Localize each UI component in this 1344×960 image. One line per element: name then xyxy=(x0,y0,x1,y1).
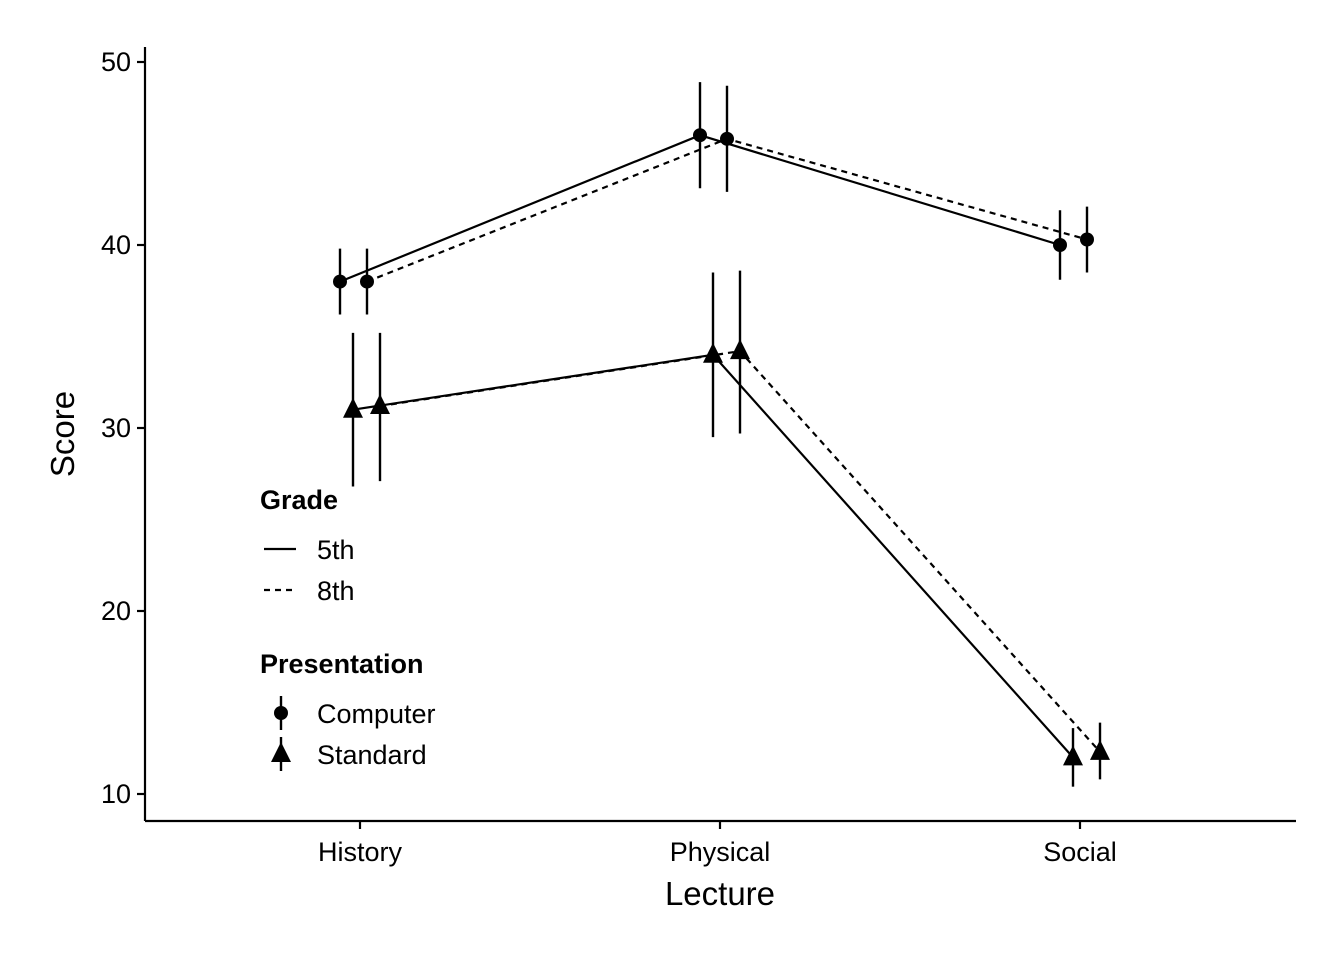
series-layer xyxy=(333,82,1110,787)
y-tick-label: 50 xyxy=(101,47,131,77)
data-point xyxy=(1080,232,1094,247)
data-point xyxy=(693,128,707,143)
x-tick-label: History xyxy=(318,837,403,867)
series-standard-8th xyxy=(370,270,1110,780)
series-computer-5th xyxy=(333,82,1067,315)
axes: 10 20 30 40 50 History Physical Social xyxy=(101,47,1296,867)
x-tick-label: Social xyxy=(1043,837,1117,867)
legend: Grade Presentation 5th 8th Computer Standar… xyxy=(260,485,436,771)
data-point xyxy=(333,274,347,289)
legend-presentation-title: Presentation xyxy=(260,649,424,679)
data-point xyxy=(1053,238,1067,252)
x-tick-label: Physical xyxy=(670,837,771,867)
data-point xyxy=(703,342,723,363)
data-point xyxy=(343,397,363,418)
data-point xyxy=(360,274,374,289)
data-point xyxy=(730,339,750,360)
legend-presentation-key xyxy=(271,742,291,762)
series-computer-8th xyxy=(360,85,1094,315)
series-standard-5th xyxy=(343,272,1083,787)
y-tick-label: 30 xyxy=(101,413,131,443)
legend-grade-label: 5th xyxy=(317,535,355,565)
legend-presentation-label: Computer xyxy=(317,699,436,729)
data-point xyxy=(1090,739,1110,760)
legend-presentation-label: Standard xyxy=(317,740,427,770)
data-point xyxy=(1063,745,1083,766)
legend-presentation-key xyxy=(274,706,288,720)
y-tick-label: 10 xyxy=(101,779,131,809)
y-axis-title: Score xyxy=(44,391,81,477)
legend-grade-title: Grade xyxy=(260,485,338,515)
data-point xyxy=(370,394,390,415)
data-point xyxy=(720,131,734,146)
y-tick-label: 20 xyxy=(101,596,131,626)
x-axis-title: Lecture xyxy=(665,875,775,912)
legend-grade-label: 8th xyxy=(317,576,355,606)
y-tick-label: 40 xyxy=(101,230,131,260)
